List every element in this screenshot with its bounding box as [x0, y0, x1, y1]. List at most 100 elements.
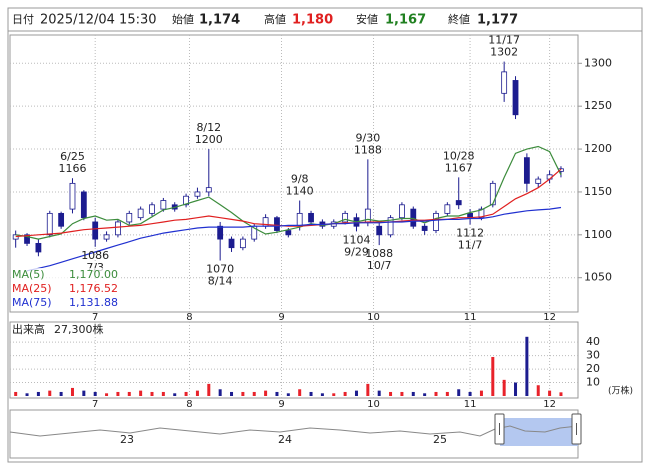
volume-title: 出来高 — [12, 322, 45, 336]
x-tick-label: 12 — [543, 399, 556, 410]
low-label: 安値 — [356, 12, 378, 26]
annotation-date: 8/14 — [208, 275, 233, 288]
volume-bar — [252, 391, 256, 396]
navigator-line — [9, 425, 579, 437]
x-tick-label: 8 — [186, 399, 192, 410]
ma-line — [15, 168, 562, 238]
annotation-value: 1166 — [58, 162, 86, 175]
candle-body — [433, 212, 439, 231]
x-tick-label: 12 — [543, 312, 556, 323]
candle-body — [410, 208, 417, 227]
x-tick-label: 10 — [367, 312, 380, 323]
volume-title-box — [11, 323, 111, 337]
candle-body — [126, 212, 133, 223]
annotation-date: 9/8 — [291, 173, 309, 186]
candle-body — [194, 191, 201, 197]
volume-bar — [559, 392, 563, 396]
annotation-value: 1086 — [81, 249, 109, 262]
close-value: 1,177 — [477, 13, 518, 28]
candle-body — [489, 182, 496, 206]
volume-bar — [264, 390, 268, 396]
annotation-value: 1070 — [206, 263, 234, 276]
volume-subtitle: 27,300株 — [54, 322, 104, 336]
candle-body — [285, 230, 292, 236]
y-tick-label: 10 — [586, 376, 600, 389]
candle-body — [12, 234, 19, 240]
main-plot-frame — [9, 34, 579, 313]
volume-bar — [479, 390, 483, 396]
annotation-date: 9/30 — [355, 131, 380, 144]
volume-bar — [309, 391, 313, 396]
volume-bar — [195, 390, 199, 396]
annotation-value: 1088 — [365, 247, 393, 260]
volume-bar — [184, 391, 188, 396]
x-tick-label: 8 — [186, 312, 192, 323]
candle-body — [80, 191, 87, 219]
volume-bar — [468, 391, 472, 396]
ma-line — [15, 145, 562, 240]
candle-body — [46, 212, 53, 236]
volume-unit: (万株) — [608, 385, 633, 397]
y-tick-label: 1300 — [584, 56, 612, 69]
y-tick-label: 20 — [586, 362, 600, 375]
volume-bar — [354, 390, 358, 396]
y-tick-label: 1100 — [584, 228, 612, 241]
annotation-value: 1188 — [354, 143, 382, 156]
ma-line — [26, 206, 562, 272]
date-label: 日付 — [12, 13, 34, 26]
volume-bar — [127, 391, 131, 396]
volume-bar — [536, 385, 540, 396]
candle-body — [183, 195, 189, 206]
legend-name: MA(25) — [12, 282, 52, 295]
volume-bar — [105, 393, 109, 396]
volume-bar — [173, 393, 177, 396]
annotation-value: 1104 — [342, 233, 370, 246]
navigator-frame — [9, 409, 579, 459]
navigator-label: 23 — [120, 433, 134, 446]
annotation-date: 10/7 — [367, 259, 392, 272]
x-tick-label: 9 — [278, 312, 284, 323]
volume-bar — [59, 391, 63, 396]
annotation-date: 8/12 — [196, 121, 221, 134]
annotation-date: 11/17 — [488, 34, 520, 47]
candle-body — [92, 221, 99, 240]
x-tick-label: 9 — [278, 399, 284, 410]
volume-bar — [514, 382, 518, 396]
high-label: 高値 — [264, 12, 286, 26]
volume-bar — [286, 393, 290, 396]
volume-bar — [36, 391, 40, 396]
annotation-value: 1200 — [195, 133, 223, 146]
candle-body — [58, 212, 65, 227]
volume-bar — [116, 391, 120, 396]
volume-bar — [491, 356, 495, 396]
candle-body — [205, 187, 212, 193]
volume-bar — [320, 393, 324, 396]
annotation-value: 1167 — [445, 161, 473, 174]
x-tick-label: 7 — [92, 399, 98, 410]
candle-body — [35, 242, 42, 253]
low-value: 1,167 — [385, 13, 426, 28]
candle-body — [160, 200, 167, 210]
annotation-date: 6/25 — [60, 150, 85, 163]
volume-bar — [207, 383, 211, 396]
candle-body — [149, 204, 155, 214]
volume-bar — [82, 390, 86, 396]
volume-bar — [423, 393, 427, 396]
candle-body — [69, 182, 76, 210]
y-tick-label: 40 — [586, 335, 600, 348]
candle-body — [399, 204, 405, 219]
volume-bar — [400, 391, 404, 396]
candle-body — [501, 71, 508, 94]
volume-plot-frame — [9, 321, 579, 399]
close-label: 終値 — [448, 12, 470, 26]
candle-body — [387, 217, 394, 236]
volume-bar — [150, 391, 154, 396]
high-value: 1,180 — [292, 13, 333, 28]
navigator-label: 25 — [433, 433, 447, 446]
volume-bar — [377, 390, 381, 396]
annotation-date: 11/7 — [458, 239, 483, 252]
annotation-date: 10/28 — [443, 149, 475, 162]
x-tick-label: 10 — [367, 399, 380, 410]
legend-name: MA(75) — [12, 296, 52, 309]
